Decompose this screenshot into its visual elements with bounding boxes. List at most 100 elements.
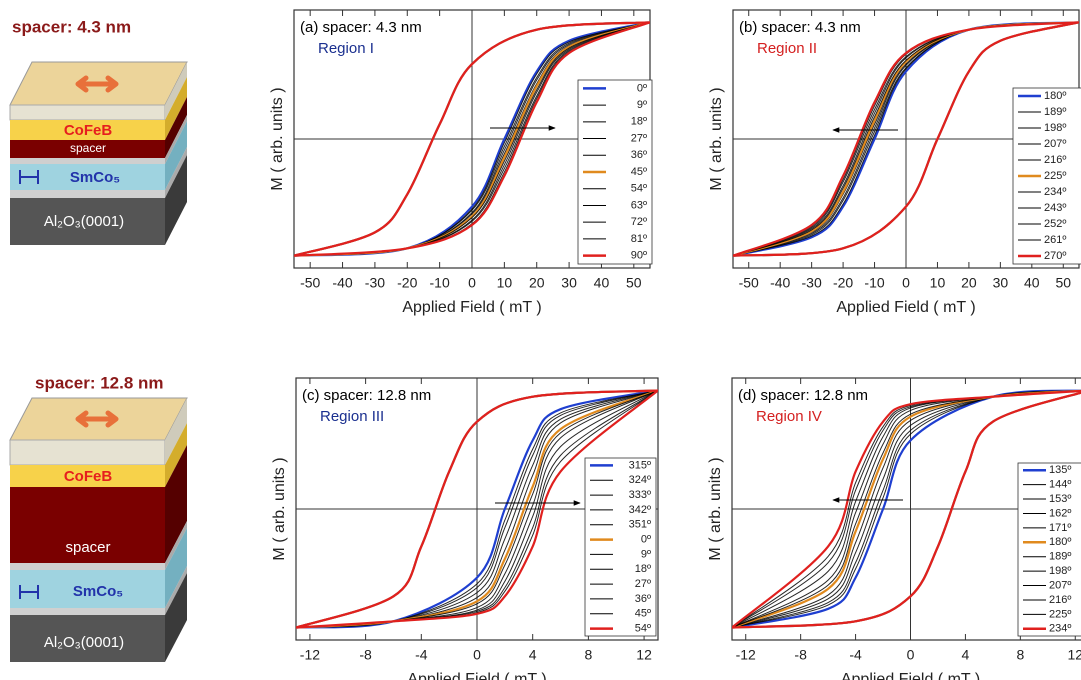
buffer-layer [10, 158, 165, 164]
legend-label: 45º [635, 608, 651, 620]
annotation: Region IV [756, 408, 822, 425]
x-tick-label: -30 [365, 275, 385, 291]
legend-label: 216º [1049, 594, 1071, 606]
buffer-layer [10, 563, 165, 570]
x-tick-label: -40 [332, 275, 352, 291]
legend-label: 36º [631, 149, 647, 161]
legend-label: 270º [1044, 250, 1066, 262]
legend-label: 243º [1044, 202, 1066, 214]
x-axis-label: Applied Field ( mT ) [402, 299, 541, 316]
x-tick-label: 50 [626, 275, 642, 291]
legend-label: 72º [631, 216, 647, 228]
x-tick-label: 0 [907, 647, 915, 663]
hysteresis-curve [732, 389, 1081, 629]
legend-label: 162º [1049, 507, 1071, 519]
layer-label: CoFeB [64, 122, 113, 139]
x-tick-label: -50 [739, 275, 759, 291]
y-axis-label: M ( arb. units ) [708, 87, 725, 190]
chart: -50 -40 -30 -20 -10 0 10 20 30 40 50 Applied Field … [708, 9, 1081, 316]
x-tick-label: 4 [529, 647, 537, 663]
side-face [165, 423, 187, 487]
x-tick-label: 0 [468, 275, 476, 291]
substrate-layer [10, 198, 165, 245]
x-tick-label: 40 [1024, 275, 1040, 291]
layer-label: CoFeB [64, 468, 113, 485]
legend-label: 36º [635, 593, 651, 605]
x-tick-label: 8 [584, 647, 592, 663]
legend-label: 18º [635, 563, 651, 575]
side-face [165, 155, 187, 245]
x-tick-label: -12 [300, 647, 320, 663]
layer-label: Al₂O₃(0001) [44, 634, 124, 651]
legend-label: 180º [1049, 536, 1071, 548]
cofeb-layer [10, 465, 165, 487]
x-tick-label: 30 [561, 275, 577, 291]
legend-label: 27º [635, 578, 651, 590]
legend-label: 144º [1049, 479, 1071, 491]
stack-diagram: spacer: 12.8 nm CoFeB spacer SmCo₅ Al₂O₃… [9, 373, 188, 662]
legend-label: 135º [1049, 464, 1071, 476]
x-tick-label: 30 [993, 275, 1009, 291]
chart: -12 -8 -4 0 4 8 12 Applied Field ( mT ) M ( arb.… [707, 377, 1081, 680]
magnetization-arrow [75, 410, 119, 428]
legend-label: 225º [1049, 608, 1071, 620]
legend-label: 9º [637, 99, 647, 111]
annotation: (c) spacer: 12.8 nm [302, 387, 431, 404]
diagram-title: spacer: 12.8 nm [35, 373, 164, 392]
legend-label: 18º [631, 116, 647, 128]
x-tick-label: -20 [397, 275, 417, 291]
curves [296, 389, 658, 629]
legend-label: 45º [631, 166, 647, 178]
x-tick-label: 20 [529, 275, 545, 291]
x-tick-label: -20 [833, 275, 853, 291]
cap-layer [9, 439, 166, 466]
x-tick-label: 10 [930, 275, 946, 291]
annotation: Region I [318, 40, 374, 57]
hysteresis-curve [294, 21, 650, 257]
legend-label: 333º [629, 489, 651, 501]
x-axis-label: Applied Field ( mT ) [836, 299, 975, 316]
x-tick-label: 10 [497, 275, 513, 291]
annotation: (d) spacer: 12.8 nm [738, 387, 868, 404]
x-tick-label: -4 [849, 647, 862, 663]
y-axis-label: M ( arb. units ) [271, 457, 288, 560]
x-tick-label: 12 [636, 647, 652, 663]
x-tick-label: 20 [961, 275, 977, 291]
side-face [165, 77, 187, 140]
x-axis-label: Applied Field ( mT ) [407, 671, 546, 680]
legend-box [584, 457, 657, 637]
legend-label: 63º [631, 199, 647, 211]
pinned-arrow [19, 170, 39, 184]
legend-label: 252º [1044, 218, 1066, 230]
legend-label: 90º [631, 250, 647, 262]
legend-label: 261º [1044, 234, 1066, 246]
legend-label: 198º [1049, 565, 1071, 577]
curves [294, 21, 650, 257]
x-tick-label: -8 [794, 647, 807, 663]
side-face [165, 521, 187, 570]
annotation: Region III [320, 408, 384, 425]
legend-label: 207º [1044, 138, 1066, 150]
annotation: (b) spacer: 4.3 nm [739, 19, 861, 36]
side-face [165, 398, 187, 465]
legend-label: 54º [631, 183, 647, 195]
legend-label: 81º [631, 233, 647, 245]
legend-label: 0º [637, 82, 647, 94]
side-face [165, 97, 187, 158]
layer-label: spacer [65, 539, 110, 556]
x-tick-label: -30 [802, 275, 822, 291]
diagram-title: spacer: 4.3 nm [12, 17, 131, 36]
x-tick-label: 0 [473, 647, 481, 663]
legend-label: 324º [629, 474, 651, 486]
legend-label: 225º [1044, 170, 1066, 182]
layer-label: SmCo₅ [70, 169, 120, 186]
smco-layer [10, 570, 165, 608]
legend-label: 234º [1044, 186, 1066, 198]
y-axis-label: M ( arb. units ) [269, 87, 286, 190]
x-tick-label: -4 [415, 647, 428, 663]
chart: -12 -8 -4 0 4 8 12 Applied Field ( mT ) M ( arb.… [271, 377, 659, 680]
pinned-arrow [19, 585, 39, 599]
layer-label: spacer [70, 141, 106, 155]
cofeb-layer [10, 120, 165, 140]
